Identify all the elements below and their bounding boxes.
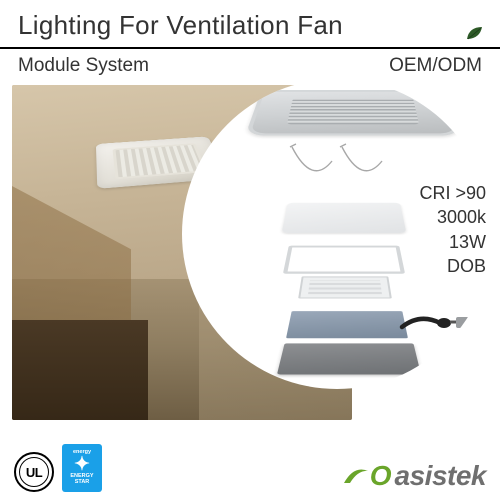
spec-item: CRI >90 bbox=[419, 181, 486, 205]
frame-trim bbox=[283, 246, 405, 274]
mounting-spring-wire bbox=[282, 141, 392, 196]
spec-item: 3000k bbox=[419, 205, 486, 229]
subtitle-row: Module System OEM/ODM bbox=[0, 49, 500, 81]
energy-star-swirl-icon: ✦ bbox=[74, 457, 90, 473]
brand-accent: O bbox=[370, 460, 391, 492]
spec-item: DOB bbox=[419, 254, 486, 278]
footer: UL energy ✦ ENERGY STAR Oasistek bbox=[0, 444, 500, 492]
led-pcb-board bbox=[298, 276, 392, 298]
leaf-icon bbox=[464, 24, 486, 47]
ul-badge-text: UL bbox=[19, 457, 49, 487]
spec-list: CRI >90 3000k 13W DOB bbox=[419, 181, 486, 278]
certification-badges: UL energy ✦ ENERGY STAR bbox=[14, 444, 102, 492]
brand-logo: Oasistek bbox=[340, 460, 486, 492]
page-title: Lighting For Ventilation Fan bbox=[18, 10, 482, 41]
ul-badge: UL bbox=[14, 452, 54, 492]
energy-star-badge: energy ✦ ENERGY STAR bbox=[62, 444, 102, 492]
header: Lighting For Ventilation Fan bbox=[0, 0, 500, 49]
energy-star-bottom: ENERGY STAR bbox=[64, 474, 100, 486]
spec-item: 13W bbox=[419, 230, 486, 254]
subtitle-right: OEM/ODM bbox=[389, 55, 482, 77]
main-content: CRI >90 3000k 13W DOB bbox=[0, 81, 500, 426]
brand-rest: asistek bbox=[395, 460, 486, 492]
power-cable-connector bbox=[398, 307, 478, 341]
brand-swoosh-icon bbox=[340, 461, 370, 491]
subtitle-left: Module System bbox=[18, 55, 149, 77]
grille-cover bbox=[245, 90, 461, 135]
base-plate-grey bbox=[277, 343, 421, 374]
thermal-plate-blue bbox=[286, 311, 408, 338]
diffuser-panel-white bbox=[282, 203, 407, 233]
